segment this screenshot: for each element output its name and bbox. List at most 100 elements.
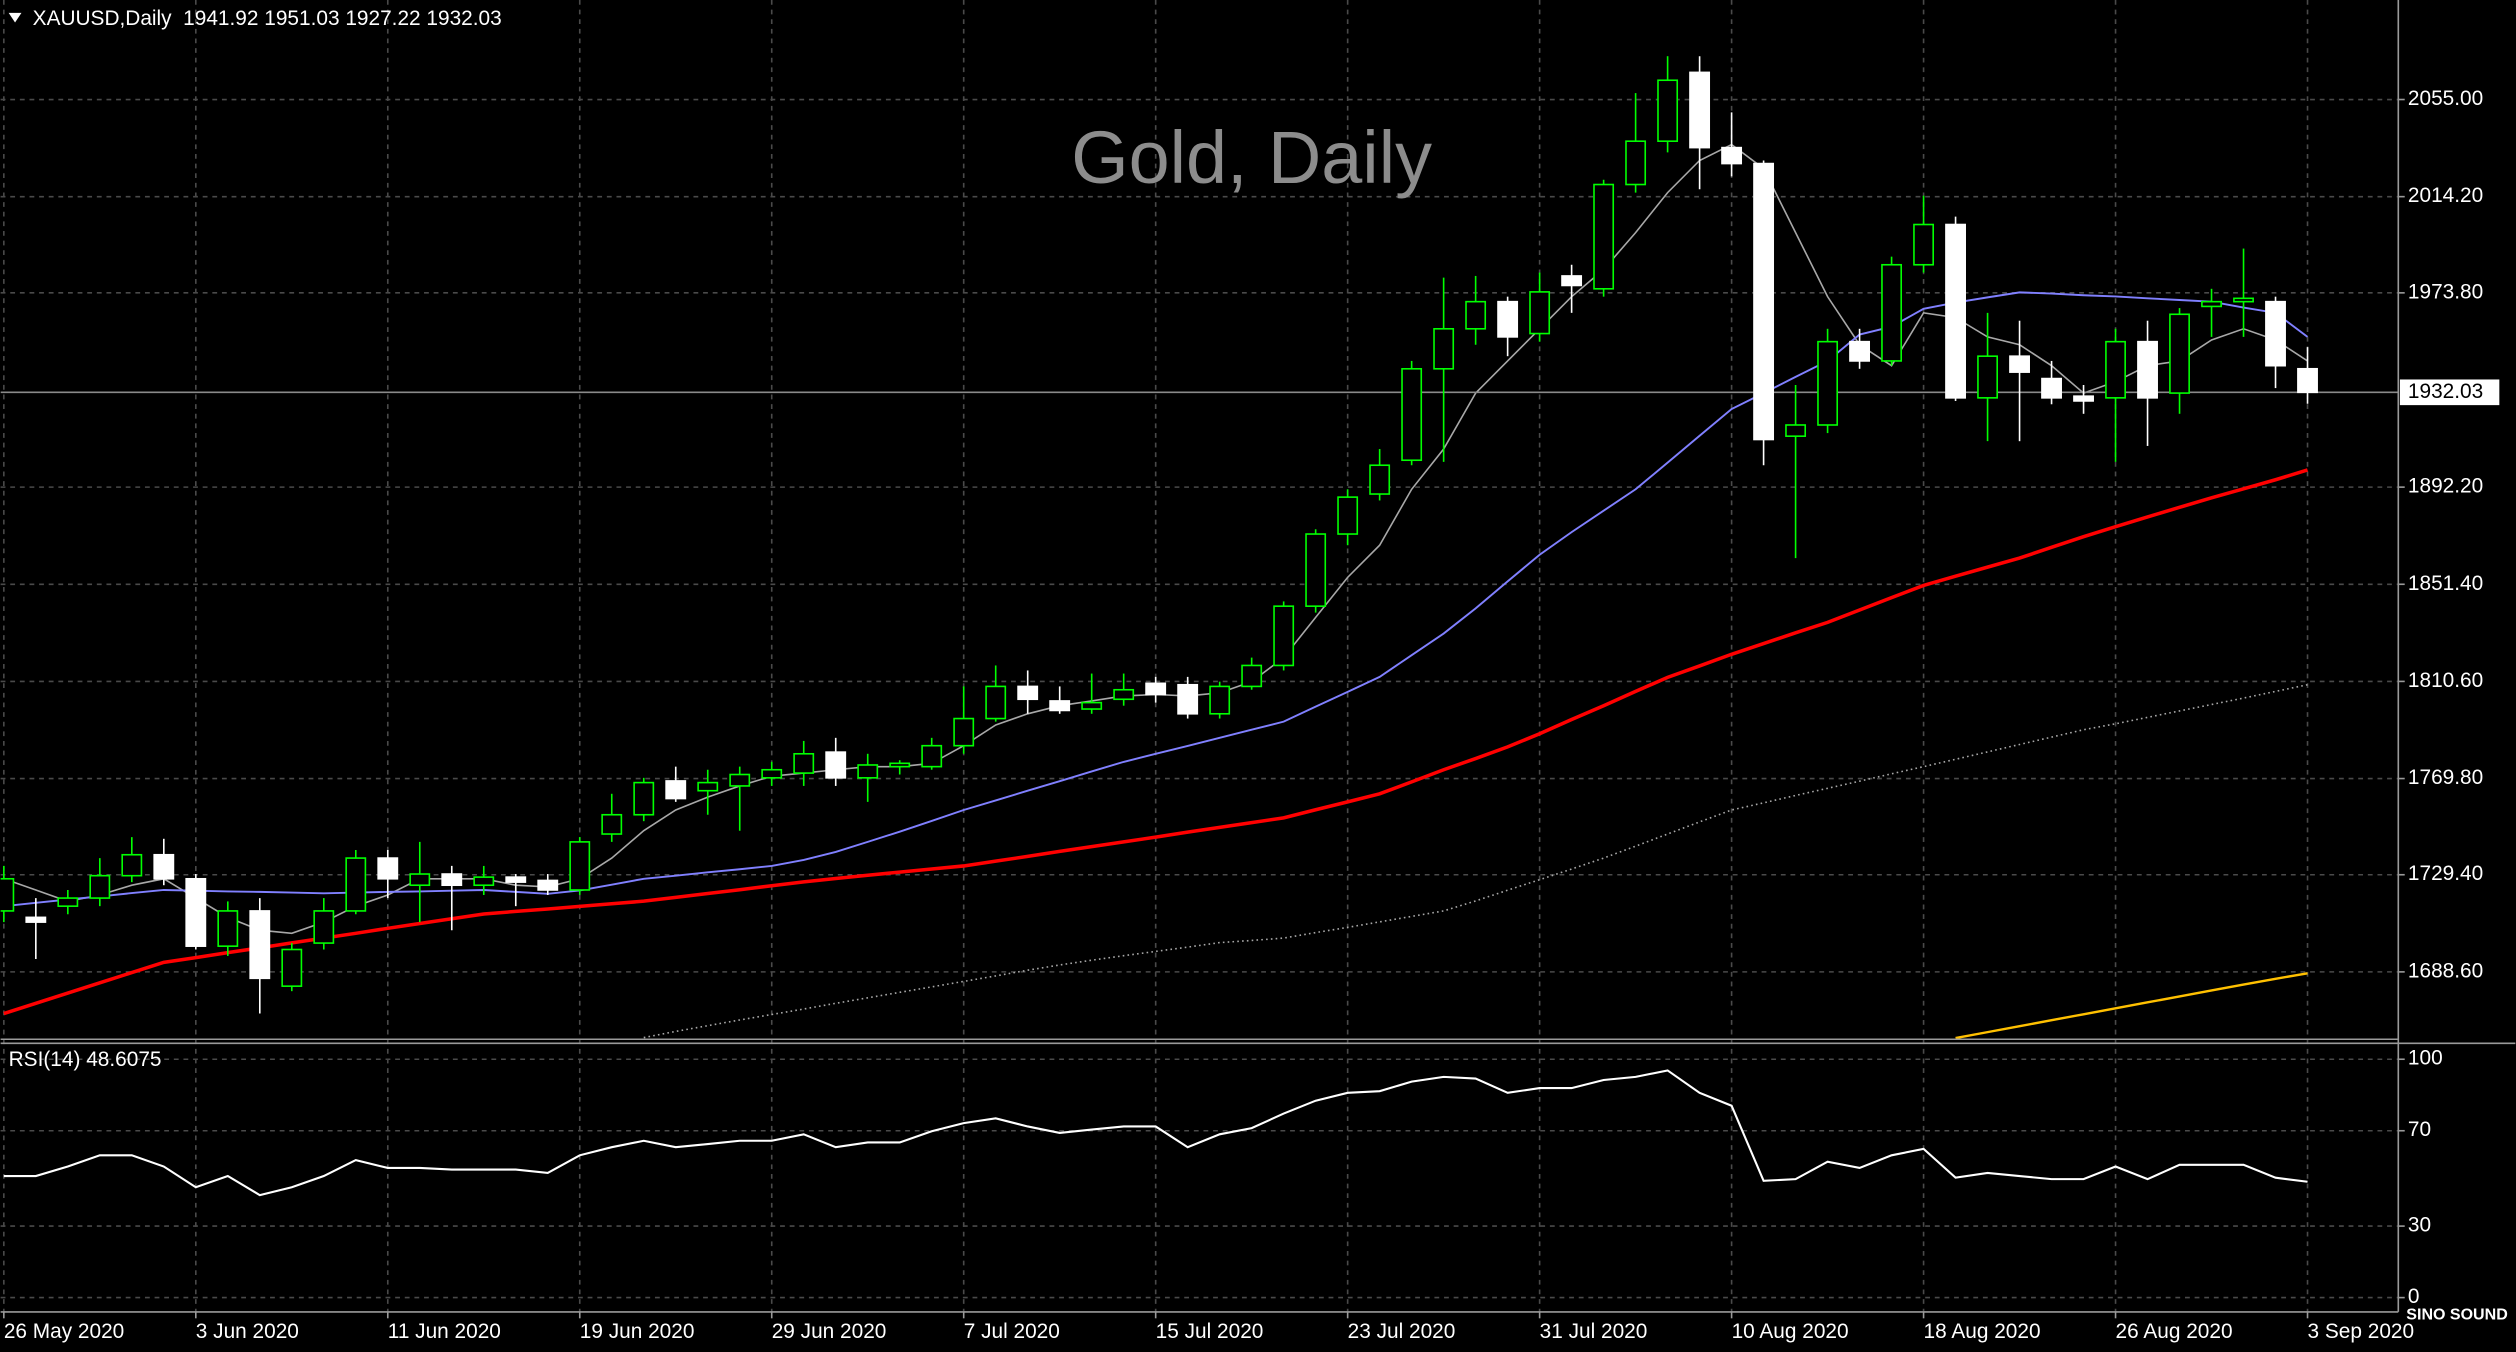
candle-body [2009,355,2030,373]
candle-body [25,916,47,923]
y-tick-label: 1810.60 [2408,669,2483,692]
y-tick-label: 70 [2408,1118,2431,1141]
x-tick-label: 19 Jun 2020 [580,1320,695,1343]
candle-body [985,685,1007,720]
candle-body [1497,300,1519,338]
candle-body [2233,297,2254,303]
candle-body [1881,263,1903,362]
candle-body [121,853,143,877]
candle-body [1977,355,1998,399]
candle-body [1721,146,1743,165]
y-tick-label: 2055.00 [2408,87,2483,110]
candle-body [217,910,239,947]
candle-body [857,764,879,779]
header-open: 1941.92 [183,7,258,30]
rsi-value: 48.6075 [86,1048,161,1071]
candle-body [2297,367,2318,394]
x-tick-label: 18 Aug 2020 [1924,1320,2041,1343]
candle-body [1049,700,1071,712]
x-tick-label: 29 Jun 2020 [772,1320,887,1343]
rsi-header: RSI(14) 48.6075 [9,1048,162,1071]
y-tick-label: 1892.20 [2408,475,2483,498]
y-tick-label: 1769.80 [2408,766,2483,789]
candle-body [409,873,431,887]
candle-body [1817,340,1839,426]
candle-body [57,897,79,907]
candle-body [569,841,591,891]
candle-body [1561,275,1583,287]
candle-body [1689,71,1711,149]
rsi-line [3,1069,2308,1197]
rsi-plot [3,1069,2308,1197]
candle-body [1081,701,1103,710]
candle-body [1753,162,1775,441]
candle-body [1913,223,1934,266]
candle-body [2105,340,2126,399]
candle-body [313,910,335,944]
x-tick-label: 11 Jun 2020 [388,1320,501,1343]
candle-body [249,910,271,980]
candle-body [1241,664,1263,688]
candle-body [921,744,943,768]
chart-header: XAUUSD,Daily 1941.92 1951.03 1927.22 193… [33,7,502,30]
candle-body [1945,223,1966,399]
x-tick-label: 3 Sep 2020 [2308,1320,2415,1343]
candle-body [1625,140,1647,186]
symbol: XAUUSD,Daily [33,7,172,30]
candle-body [0,877,15,912]
candle-body [1529,291,1551,335]
candle-body [537,879,559,891]
candle-body [953,717,975,747]
candle-body [2137,340,2158,399]
rsi-title: RSI(14) [9,1048,81,1071]
candle-body [2169,313,2190,394]
last-price-box [2399,379,2500,406]
y-tick-label: 1851.40 [2408,572,2483,595]
candle-body [281,948,303,987]
y-tick-label: 1973.80 [2408,280,2483,303]
candle-body [1785,424,1807,437]
candle-body [1017,685,1039,701]
price-plot [0,56,2399,1040]
candle-body [1209,685,1231,715]
candle-body [1593,183,1615,290]
header-low: 1927.22 [345,7,420,30]
candle-body [1657,79,1679,142]
candle-body [1849,340,1871,362]
candle-body [89,874,111,899]
candle-body [1305,533,1327,607]
candle-body [633,781,655,816]
candle-body [2201,300,2222,308]
candle-body [697,781,719,792]
header-close: 1932.03 [426,7,501,30]
candle-body [185,877,207,947]
candle-body [345,857,367,912]
y-tick-label: 1688.60 [2408,959,2483,982]
x-tick-label: 10 Aug 2020 [1732,1320,1849,1343]
candle-body [2041,377,2062,399]
x-tick-label: 31 Jul 2020 [1540,1320,1648,1343]
candle-body [793,752,815,774]
logo: SINO SOUND [2406,1305,2507,1323]
last-price-label: 1932.03 [2408,380,2483,403]
y-tick-label: 0 [2408,1285,2420,1308]
candle-body [729,773,751,787]
x-tick-label: 23 Jul 2020 [1348,1320,1456,1343]
menu-arrow[interactable] [8,12,22,23]
candle-body [761,768,783,779]
candle-body [441,873,463,887]
candle-body [1177,683,1199,715]
candle-body [1337,496,1359,535]
header-high: 1951.03 [264,7,339,30]
y-tick-label: 1729.40 [2408,862,2483,885]
candle-body [825,751,847,779]
candle-body [665,780,687,800]
candle-body [1401,367,1423,462]
candle-body [889,762,911,768]
candle-body [1113,688,1135,701]
x-tick-label: 26 May 2020 [4,1320,124,1343]
candle-body [2265,300,2286,367]
